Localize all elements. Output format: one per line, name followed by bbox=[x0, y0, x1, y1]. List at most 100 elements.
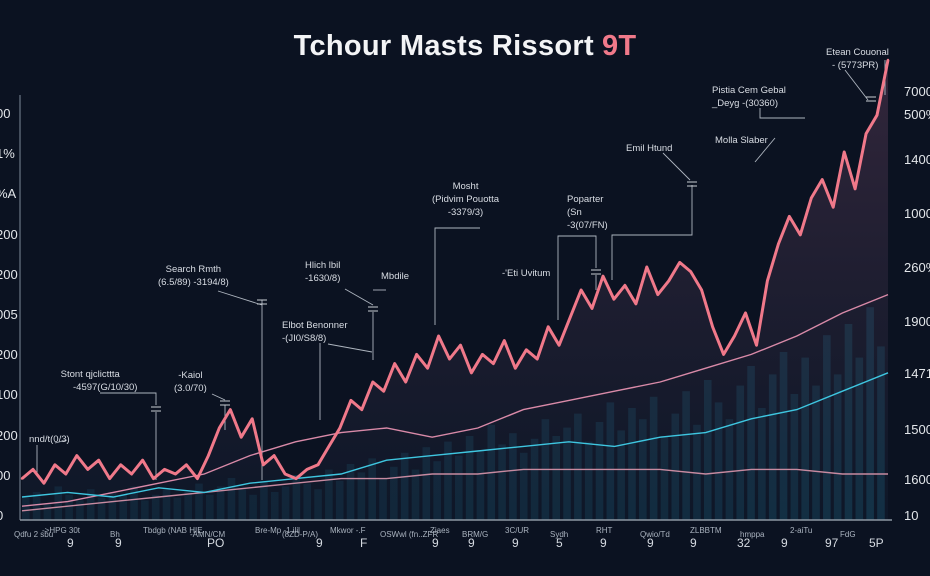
x-tick-label: Qwio/Td bbox=[640, 530, 670, 539]
price-point bbox=[601, 275, 605, 278]
price-point bbox=[579, 288, 583, 292]
left-tick-label: 005 bbox=[0, 307, 18, 322]
price-point bbox=[141, 459, 144, 462]
price-point bbox=[777, 242, 780, 246]
x-tick-digit: 9 bbox=[690, 536, 697, 550]
annotation-sub: (Sn bbox=[567, 207, 582, 218]
annotation-13: nnd/t(0/3) bbox=[29, 433, 70, 446]
annotation-8: Mbdile bbox=[381, 270, 409, 283]
right-tick-label: 1000 bbox=[904, 206, 930, 221]
annotation-sub: -1630/8) bbox=[305, 273, 341, 284]
title-badge: 9T bbox=[601, 30, 637, 62]
annotation-title: nnd/t(0/3) bbox=[29, 434, 70, 445]
price-point bbox=[875, 114, 879, 117]
price-point bbox=[437, 334, 440, 338]
price-point bbox=[755, 344, 758, 347]
annotation-11: Stont qjclicttta -4597(G/10/30) bbox=[43, 368, 138, 394]
annotation-sub: _Deyg -(30360) bbox=[712, 98, 779, 109]
price-point bbox=[733, 334, 736, 338]
price-point bbox=[448, 357, 451, 361]
annotation-3: Molla Slaber bbox=[715, 134, 768, 147]
price-point bbox=[481, 353, 484, 356]
title-text: Tchour Masts Rissort bbox=[293, 30, 594, 62]
price-point bbox=[810, 196, 813, 200]
x-tick-digit: 9 bbox=[600, 536, 607, 550]
price-point bbox=[426, 367, 429, 370]
x-tick-label: Mkwor -.F bbox=[330, 526, 366, 535]
price-point bbox=[842, 150, 846, 154]
x-tick-label: ->HPG 30t bbox=[42, 526, 81, 535]
x-tick-digit: 9 bbox=[512, 536, 519, 550]
x-tick-digit: 9 bbox=[67, 536, 74, 550]
annotation-sub: - (5773PR) bbox=[832, 60, 879, 71]
right-tick-label: 7000 bbox=[904, 84, 930, 99]
price-point bbox=[64, 472, 68, 476]
price-point bbox=[536, 357, 539, 361]
price-point bbox=[119, 463, 122, 466]
left-tick-label: 200 bbox=[0, 226, 18, 242]
price-point bbox=[261, 463, 265, 466]
price-point bbox=[371, 380, 374, 384]
right-tick-label: 1471 bbox=[904, 366, 930, 381]
annotation-sub: (Pidvim Pouotta bbox=[432, 194, 500, 205]
left-tick-label: %A bbox=[0, 186, 17, 202]
x-tick-label: hmppa bbox=[740, 530, 765, 539]
price-point bbox=[86, 468, 89, 471]
price-point bbox=[229, 408, 232, 411]
price-point bbox=[31, 468, 35, 471]
left-tick-label: 200 bbox=[0, 427, 18, 443]
annotation-sub: -3379/3) bbox=[447, 207, 484, 218]
annotation-title: Poparter bbox=[567, 194, 604, 205]
x-tick-label: FdG bbox=[840, 530, 856, 539]
right-tick-label: 1900 bbox=[904, 314, 930, 329]
annotation-title: Molla Slaber bbox=[715, 135, 768, 146]
price-line bbox=[21, 59, 890, 485]
price-point bbox=[700, 288, 703, 292]
price-point bbox=[75, 454, 79, 457]
annotation-10: Elbot Benonner -(JI0/S8/8) bbox=[282, 319, 348, 345]
price-point bbox=[689, 270, 692, 273]
annotation-sub: -(JI0/S8/8) bbox=[282, 333, 327, 344]
price-point bbox=[185, 463, 188, 466]
annotation-1: Pistia Cem Gebal _Deyg -(30360) bbox=[712, 84, 786, 110]
x-tick-label: Bh bbox=[110, 530, 120, 539]
price-point bbox=[568, 316, 572, 319]
right-tick-label: 260% bbox=[904, 260, 930, 275]
x-tick-label: Ziaes bbox=[430, 526, 450, 535]
price-point bbox=[163, 468, 166, 471]
annotation-12: -Kaiol (3.0/70) bbox=[174, 369, 207, 395]
price-point bbox=[207, 454, 210, 457]
price-point bbox=[338, 426, 342, 430]
annotation-5: Poparter (Sn -3(07/FN) bbox=[567, 193, 608, 232]
annotation-sub: (6.5/89) -3194/8) bbox=[158, 277, 229, 288]
price-point bbox=[108, 477, 111, 480]
right-tick-label: 10 bbox=[904, 508, 919, 523]
price-point bbox=[393, 362, 396, 365]
signal-line bbox=[21, 372, 889, 498]
annotation-0: Etean Couonal - (5773PR) bbox=[826, 46, 889, 72]
x-tick-digit: 97 bbox=[825, 536, 839, 550]
price-point bbox=[503, 339, 506, 342]
price-point bbox=[612, 298, 616, 301]
price-area bbox=[22, 60, 888, 520]
ma-lower-line bbox=[21, 468, 888, 512]
annotation-title: Etean Couonal bbox=[826, 47, 889, 58]
chart-title: Tchour Masts Rissort 9T bbox=[0, 30, 930, 63]
price-point bbox=[316, 463, 320, 466]
price-point bbox=[283, 472, 287, 476]
annotation-title: Pistia Cem Gebal bbox=[712, 85, 786, 96]
annotation-title: Search Rmth bbox=[165, 264, 222, 275]
price-point bbox=[272, 454, 276, 457]
x-tick-label: (8ZD-P/A) bbox=[282, 530, 318, 539]
price-point bbox=[294, 477, 298, 480]
annotation-title: Stont qjclicttta bbox=[60, 369, 120, 380]
annotation-title: Elbot Benonner bbox=[282, 320, 348, 331]
price-point bbox=[174, 472, 177, 476]
x-tick-digit: 9 bbox=[781, 536, 788, 550]
price-point bbox=[470, 371, 473, 374]
price-point bbox=[130, 472, 133, 476]
left-tick-label: 00 bbox=[0, 106, 11, 121]
annotation-4: Mosht (Pidvim Pouotta -3379/3) bbox=[432, 180, 499, 219]
price-point bbox=[821, 178, 824, 181]
